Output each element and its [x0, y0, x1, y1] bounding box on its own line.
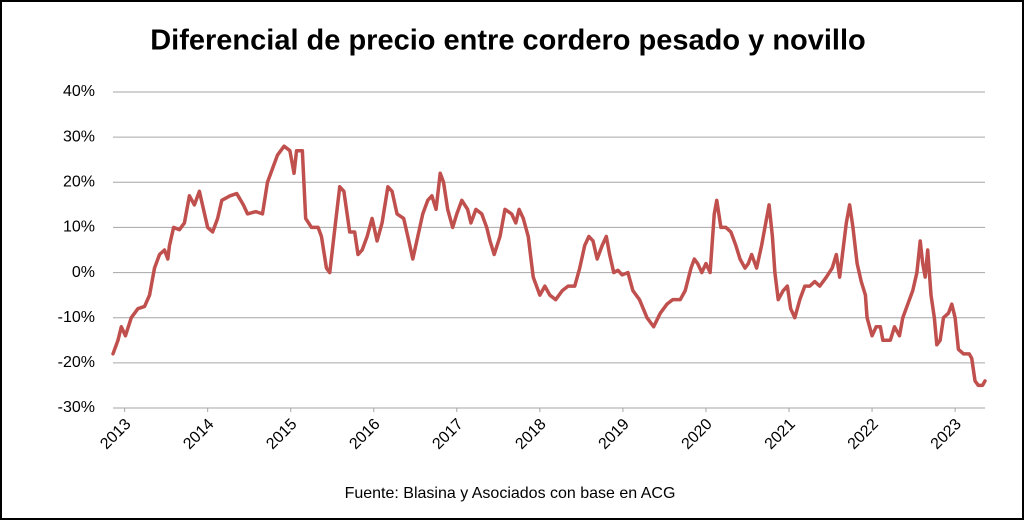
y-tick-label: -10% — [58, 309, 95, 326]
y-tick-label: -20% — [58, 354, 95, 371]
y-tick-label: 30% — [63, 128, 95, 145]
y-tick-label: -30% — [58, 399, 95, 416]
chart-title: Diferencial de precio entre cordero pesa… — [150, 25, 866, 57]
y-tick-label: 20% — [63, 174, 95, 191]
y-tick-label: 10% — [63, 219, 95, 236]
data-line — [111, 144, 987, 388]
source-note: Fuente: Blasina y Asociados con base en … — [345, 485, 676, 502]
y-tick-label: 40% — [63, 83, 95, 100]
y-tick-label: 0% — [72, 264, 95, 281]
